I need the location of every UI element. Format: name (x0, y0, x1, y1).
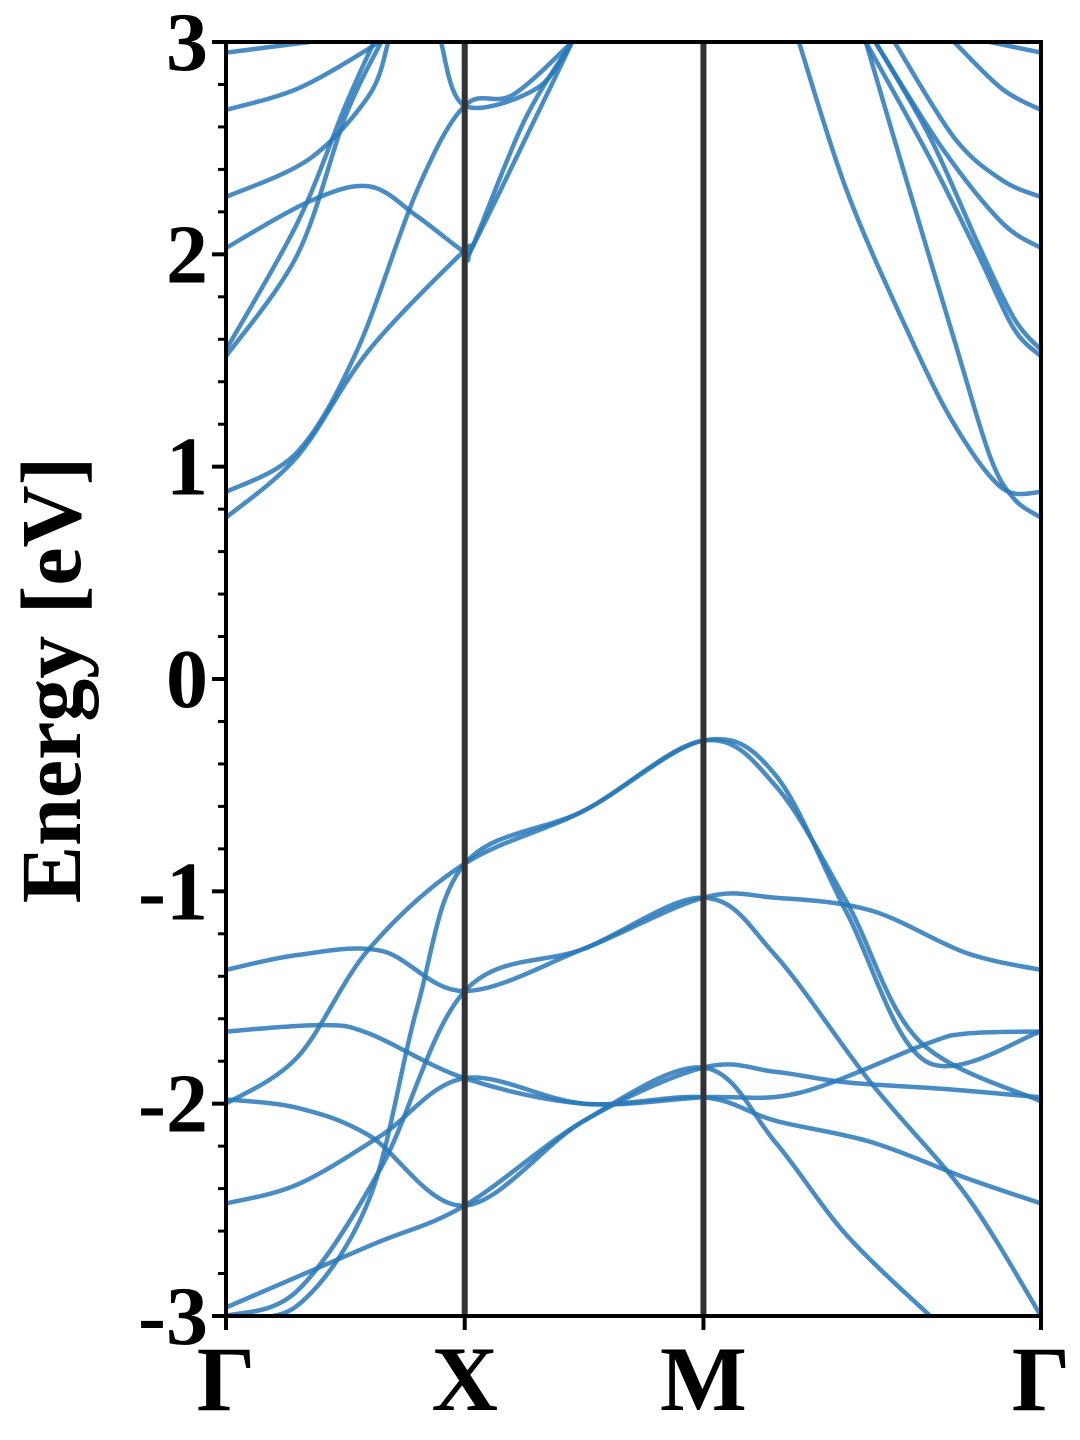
y-tick-label: -1 (138, 845, 208, 938)
band-line-3 (226, 736, 1041, 1106)
y-tick-label: 2 (166, 208, 208, 301)
band-line-20 (863, 42, 1041, 359)
high-symmetry-lines (461, 42, 707, 1316)
band-line-14 (226, 42, 391, 200)
band-line-21 (873, 42, 1041, 353)
y-tick-label: 0 (166, 633, 208, 726)
x-tick-label: Γ (1012, 1328, 1071, 1430)
y-tick-label: -2 (138, 1058, 208, 1151)
band-line-18 (796, 42, 1041, 497)
band-line-6 (226, 1075, 1041, 1206)
y-tick-label: 1 (166, 421, 208, 514)
band-line-17 (438, 42, 575, 111)
x-tick-label: Γ (197, 1328, 256, 1430)
band-line-13 (226, 42, 575, 263)
x-tick-label: M (660, 1328, 747, 1430)
band-line-22 (873, 42, 1041, 251)
band-line-10 (226, 42, 575, 495)
band-line-23 (892, 42, 1041, 200)
band-line-7 (226, 895, 1041, 1316)
band-line-12 (226, 42, 377, 353)
y-tick-label: -3 (138, 1270, 208, 1363)
bands-layer (226, 42, 1041, 1316)
band-line-24 (951, 42, 1041, 113)
band-line-19 (863, 42, 1041, 520)
y-axis-label: Energy [eV] (3, 457, 99, 904)
band-line-9 (226, 42, 575, 520)
band-line-4 (226, 1062, 1041, 1310)
x-tick-label: X (431, 1328, 497, 1430)
band-line-8 (226, 1065, 933, 1316)
y-tick-label: 3 (166, 0, 208, 89)
y-axis-ticks: 3 2 1 0 -1 -2 -3 (138, 0, 226, 1363)
